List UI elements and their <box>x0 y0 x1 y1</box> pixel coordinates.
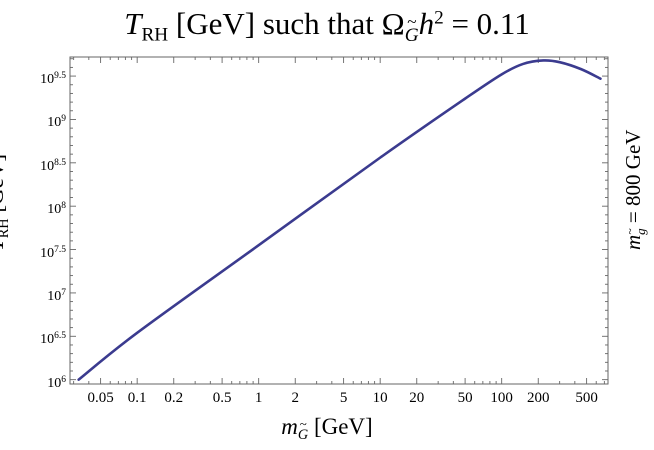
x-tick-label: 0.1 <box>127 390 147 406</box>
x-axis-label: mG [GeV] <box>0 414 654 444</box>
x-tick-label: 500 <box>575 390 598 406</box>
x-tick-label: 1 <box>254 390 263 406</box>
y-tick-label: 109.5 <box>40 71 66 88</box>
x-tick-label: 100 <box>490 390 513 406</box>
chart-title: TRH [GeV] such that ΩGh2 = 0.11 <box>0 6 654 47</box>
series-line <box>77 59 602 381</box>
tick-marks <box>70 57 608 384</box>
x-tick-label: 0.05 <box>87 390 114 406</box>
y-tick-label: 108.5 <box>40 157 66 174</box>
y-tick-label: 107 <box>47 287 66 304</box>
y-tick-label: 106.5 <box>40 331 66 348</box>
x-tick-label: 50 <box>457 390 473 406</box>
y-axis-label: TRH [GeV] <box>0 153 12 251</box>
x-tick-label: 5 <box>339 390 348 406</box>
x-tick-label: 10 <box>372 390 388 406</box>
plot-frame <box>69 56 609 385</box>
x-tick-label: 200 <box>527 390 550 406</box>
x-tick-label: 0.2 <box>164 390 184 406</box>
x-tick-label: 2 <box>291 390 299 406</box>
x-tick-label: 0.5 <box>212 390 232 406</box>
y-tick-label: 106 <box>47 374 66 391</box>
y-tick-label: 109 <box>47 114 66 131</box>
gluino-mass-label: mg = 800 GeV <box>621 130 651 250</box>
x-tick-label: 20 <box>409 390 425 406</box>
y-tick-label: 107.5 <box>40 244 66 261</box>
y-tick-label: 108 <box>47 201 66 218</box>
